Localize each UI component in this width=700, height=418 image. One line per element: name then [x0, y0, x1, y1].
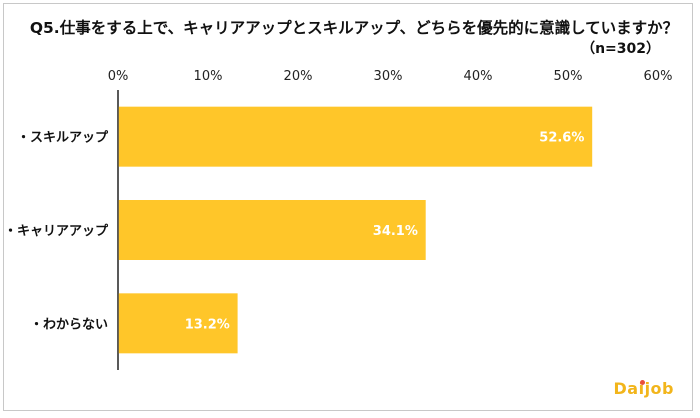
data-label: 34.1%	[373, 224, 418, 239]
bar	[118, 106, 593, 167]
chart-subtitle: （n=302）	[581, 41, 660, 57]
x-tick-label: 0%	[108, 69, 129, 84]
category-label: ・わからない	[30, 317, 108, 332]
bar	[118, 293, 238, 354]
category-label: ・スキルアップ	[17, 131, 109, 146]
chart-title: Q5.仕事をする上で、キャリアアップとスキルアップ、どちらを優先的に意識していま…	[30, 18, 678, 37]
data-label: 13.2%	[185, 317, 230, 332]
x-tick-label: 30%	[374, 69, 403, 84]
x-tick-label: 20%	[284, 69, 313, 84]
category-label: ・キャリアアップ	[4, 224, 109, 239]
bar	[118, 200, 426, 260]
daijob-logo: Dai job	[613, 379, 674, 398]
logo-dot	[639, 380, 645, 385]
x-tick-label: 50%	[554, 69, 583, 84]
x-tick-label: 40%	[464, 69, 493, 84]
data-label: 52.6%	[539, 131, 584, 146]
x-tick-label: 60%	[644, 69, 673, 84]
x-tick-label: 10%	[194, 69, 223, 84]
